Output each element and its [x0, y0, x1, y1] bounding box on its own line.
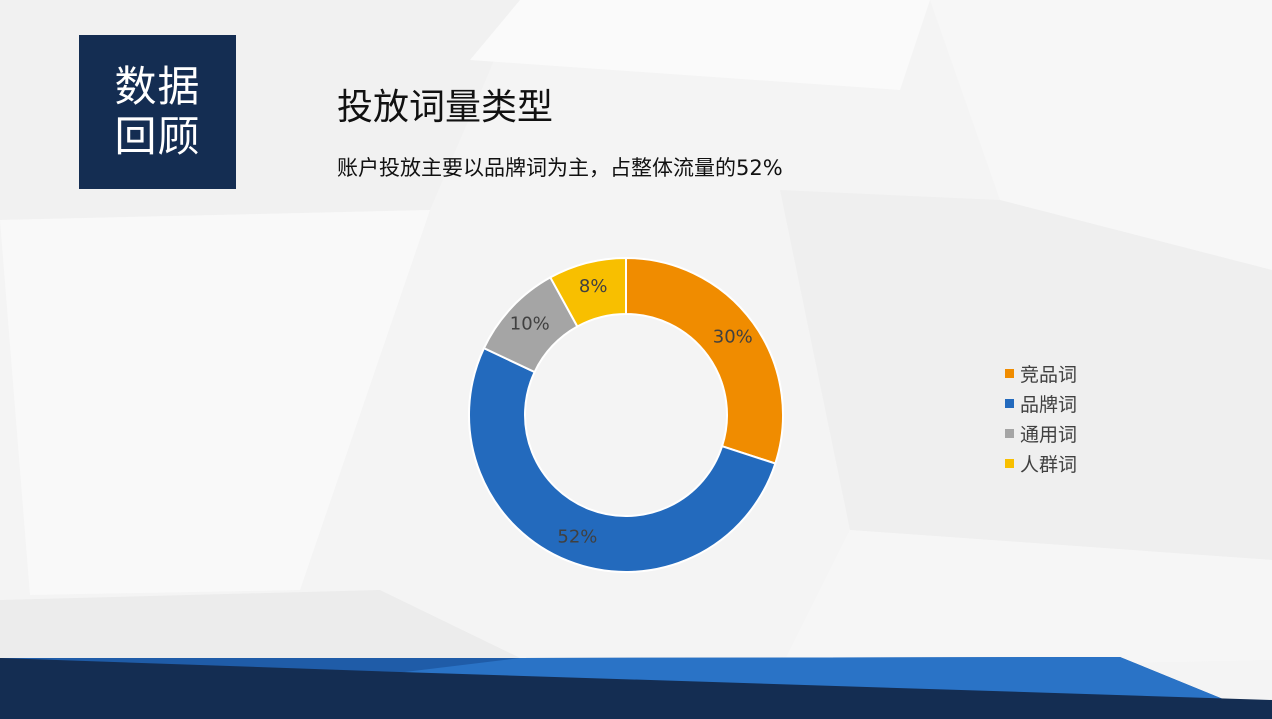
legend-swatch [1005, 428, 1014, 438]
donut-chart: 30% 52% 10% 8% [468, 256, 784, 573]
section-title-line2: 回顾 [114, 112, 201, 161]
section-title-box: 数据 回顾 [79, 35, 236, 189]
legend-item-1: 竞品词 [1005, 358, 1077, 388]
legend-item-3: 通用词 [1005, 418, 1077, 448]
section-title-line1: 数据 [114, 62, 201, 111]
chart-subtitle: 账户投放主要以品牌词为主，占整体流量的52% [337, 156, 783, 180]
slice-label-3: 10% [510, 314, 550, 335]
slice-label-2: 52% [557, 527, 597, 548]
chart-title: 投放词量类型 [337, 87, 554, 128]
legend-label: 人群词 [1020, 453, 1078, 476]
legend-label: 通用词 [1020, 423, 1078, 446]
chart-legend: 竞品词品牌词通用词人群词 [1005, 358, 1077, 478]
donut-slice-4 [549, 256, 627, 328]
legend-item-2: 品牌词 [1005, 388, 1077, 418]
donut-slice-2 [468, 346, 777, 573]
legend-swatch [1005, 398, 1014, 408]
donut-slice-1 [625, 256, 784, 465]
legend-swatch [1005, 368, 1014, 378]
slice-label-1: 30% [713, 326, 753, 347]
slice-label-4: 8% [579, 276, 608, 297]
legend-label: 竞品词 [1020, 363, 1078, 386]
legend-label: 品牌词 [1020, 393, 1078, 416]
legend-swatch [1005, 458, 1014, 468]
legend-item-4: 人群词 [1005, 448, 1077, 478]
